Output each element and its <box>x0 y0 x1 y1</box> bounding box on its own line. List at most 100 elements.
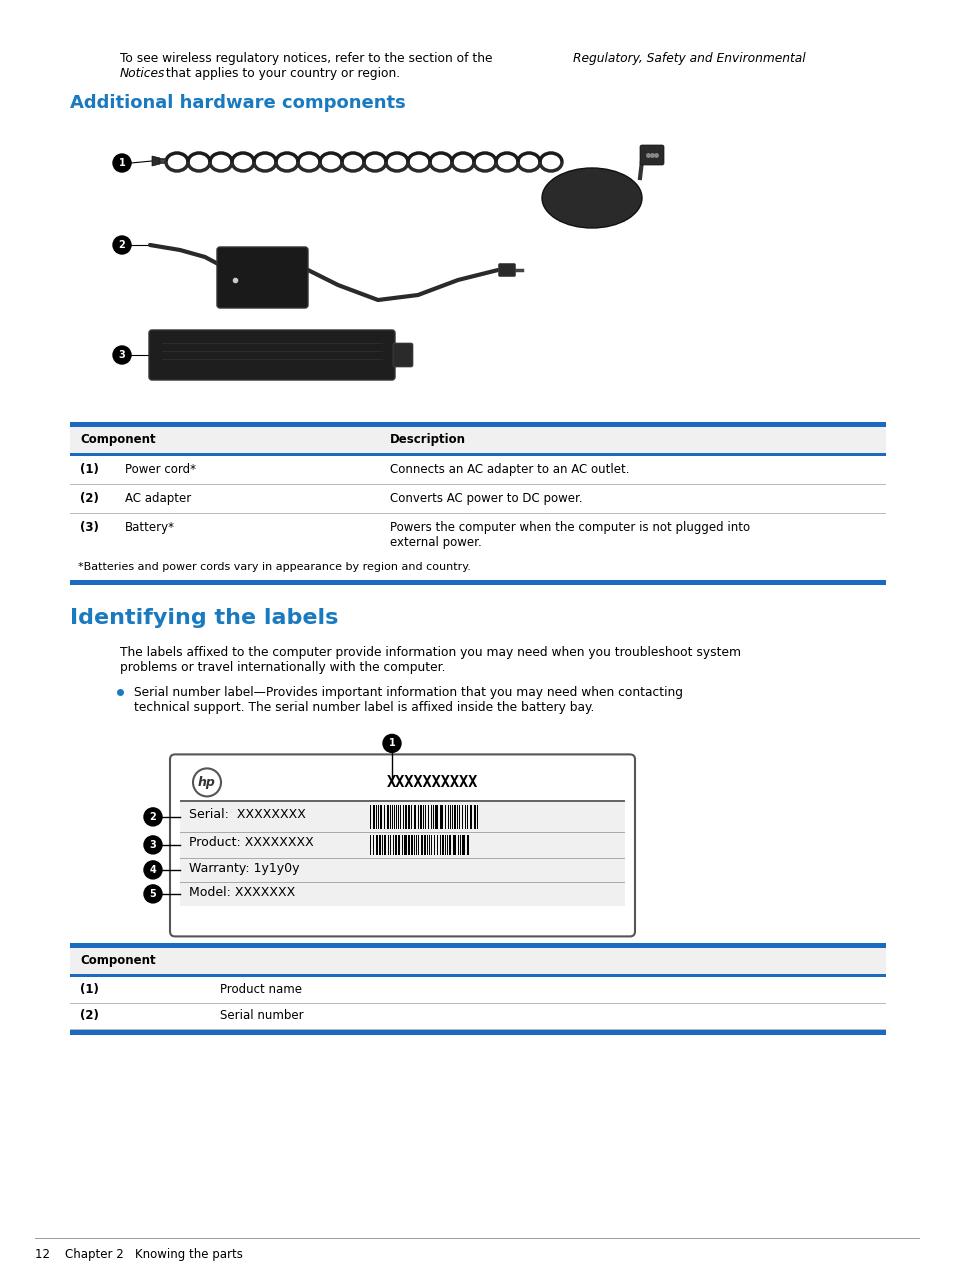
Text: Power cord*: Power cord* <box>125 464 195 476</box>
Text: 1: 1 <box>118 157 125 168</box>
Text: (2): (2) <box>80 1010 99 1022</box>
Bar <box>474 805 476 829</box>
Bar <box>70 944 885 949</box>
Bar <box>180 881 624 906</box>
Bar <box>394 805 395 829</box>
Bar <box>373 834 374 855</box>
Text: Component: Component <box>80 954 155 968</box>
Bar <box>400 805 401 829</box>
Bar <box>380 805 382 829</box>
Bar <box>401 834 402 855</box>
Bar <box>448 805 449 829</box>
Bar <box>452 805 453 829</box>
Text: *Batteries and power cords vary in appearance by region and country.: *Batteries and power cords vary in appea… <box>78 563 471 573</box>
Text: that applies to your country or region.: that applies to your country or region. <box>162 67 399 80</box>
Text: Product name: Product name <box>220 983 302 997</box>
Bar <box>467 805 468 829</box>
Bar <box>432 805 434 829</box>
Text: 3: 3 <box>118 351 125 359</box>
Bar <box>382 834 383 855</box>
FancyBboxPatch shape <box>393 343 413 367</box>
Text: Warranty: 1y1y0y: Warranty: 1y1y0y <box>189 862 299 875</box>
Polygon shape <box>152 156 160 166</box>
Bar <box>444 834 445 855</box>
Circle shape <box>382 734 400 752</box>
Ellipse shape <box>541 168 641 229</box>
Text: Notices: Notices <box>120 67 165 80</box>
Text: (1): (1) <box>80 983 99 997</box>
Bar <box>414 834 415 855</box>
Text: To see wireless regulatory notices, refer to the section of the: To see wireless regulatory notices, refe… <box>120 52 496 65</box>
Bar <box>420 834 422 855</box>
Bar <box>435 805 437 829</box>
Bar <box>70 949 885 974</box>
Bar <box>444 805 446 829</box>
Bar <box>411 805 412 829</box>
Bar <box>393 834 394 855</box>
Bar <box>395 805 397 829</box>
FancyBboxPatch shape <box>216 246 308 309</box>
Bar <box>427 805 428 829</box>
Text: Serial number: Serial number <box>220 1010 303 1022</box>
Bar <box>411 834 413 855</box>
Circle shape <box>144 861 162 879</box>
Bar <box>453 834 456 855</box>
Bar <box>467 834 468 855</box>
Bar <box>456 805 457 829</box>
Bar <box>180 832 624 859</box>
Bar <box>398 805 399 829</box>
Bar <box>403 834 406 855</box>
Bar <box>428 834 430 855</box>
Bar <box>377 805 378 829</box>
Bar <box>459 834 461 855</box>
Text: The labels affixed to the computer provide information you may need when you tro: The labels affixed to the computer provi… <box>120 646 740 674</box>
Bar <box>180 801 624 832</box>
Bar <box>70 422 885 427</box>
Circle shape <box>112 154 131 171</box>
Circle shape <box>144 885 162 903</box>
Bar <box>449 834 451 855</box>
Bar <box>417 834 418 855</box>
Text: Battery*: Battery* <box>125 521 174 533</box>
Bar <box>439 805 442 829</box>
Bar <box>434 834 435 855</box>
Text: 2: 2 <box>150 812 156 822</box>
Text: (2): (2) <box>80 491 99 504</box>
Bar <box>441 834 443 855</box>
Bar <box>470 805 472 829</box>
Bar <box>454 805 456 829</box>
FancyBboxPatch shape <box>149 330 395 380</box>
Bar <box>398 834 399 855</box>
Bar <box>461 805 462 829</box>
Bar <box>70 580 885 585</box>
Bar <box>414 805 416 829</box>
Bar <box>370 805 371 829</box>
Bar <box>70 453 885 456</box>
Bar <box>180 800 624 801</box>
Circle shape <box>112 236 131 254</box>
Bar <box>387 834 389 855</box>
Bar <box>426 834 427 855</box>
Bar <box>464 805 466 829</box>
Text: Regulatory, Safety and Environmental: Regulatory, Safety and Environmental <box>573 52 804 65</box>
Bar <box>439 834 440 855</box>
Bar <box>384 834 386 855</box>
Bar <box>375 805 376 829</box>
Text: 1: 1 <box>388 738 395 748</box>
Bar <box>180 859 624 881</box>
FancyBboxPatch shape <box>498 263 515 277</box>
Bar <box>390 834 391 855</box>
Text: 4: 4 <box>150 865 156 875</box>
Text: Converts AC power to DC power.: Converts AC power to DC power. <box>390 491 582 504</box>
Bar <box>431 834 432 855</box>
Text: Identifying the labels: Identifying the labels <box>70 608 338 629</box>
Text: Model: XXXXXXX: Model: XXXXXXX <box>189 886 294 899</box>
Bar <box>70 974 885 978</box>
Text: 3: 3 <box>150 839 156 850</box>
Text: 12    Chapter 2   Knowing the parts: 12 Chapter 2 Knowing the parts <box>35 1248 243 1261</box>
Bar <box>476 805 477 829</box>
Text: Component: Component <box>80 433 155 446</box>
Text: AC adapter: AC adapter <box>125 491 191 504</box>
Text: Description: Description <box>390 433 465 446</box>
Text: hp: hp <box>198 776 215 789</box>
